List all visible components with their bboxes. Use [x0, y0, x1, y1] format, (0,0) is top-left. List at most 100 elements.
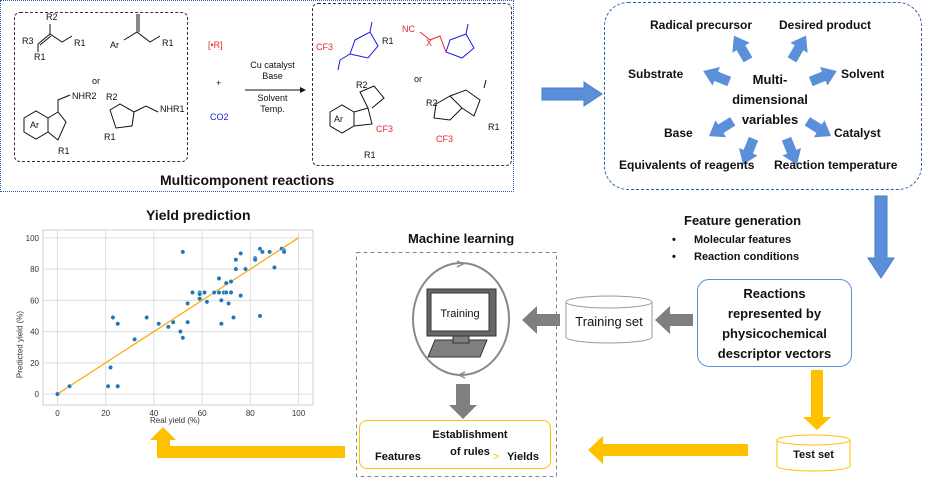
variable-arrow-icon [708, 117, 736, 138]
x-tick-label: 80 [246, 409, 255, 418]
data-point [216, 290, 222, 295]
data-point [110, 315, 116, 320]
feature-bullet-molecular: • Molecular features [672, 234, 791, 246]
test-set-cylinder [776, 434, 851, 472]
data-point [190, 290, 195, 295]
features-label: Features [375, 451, 421, 463]
co2-reagent: CO2 [210, 112, 229, 122]
rules-title-line: Establishment [432, 429, 508, 441]
gray-arrow-down-icon [449, 384, 477, 419]
variable-arrow-icon [703, 67, 732, 87]
data-point [238, 251, 244, 256]
data-point [105, 383, 111, 389]
conditions-below: Solvent Temp. [245, 93, 300, 115]
data-point [223, 290, 229, 295]
label-r1: R1 [58, 146, 70, 156]
products-box [312, 3, 512, 166]
label-ar: Ar [334, 114, 343, 124]
reactions-descriptor-box: Reactions represented by physicochemical… [697, 279, 852, 367]
label-r1: R1 [74, 38, 86, 48]
variable-arrow-icon [739, 136, 759, 165]
box-line: descriptor vectors [717, 346, 832, 361]
data-point [216, 276, 222, 281]
y-tick-label: 60 [30, 296, 39, 305]
y-tick-label: 80 [30, 265, 39, 274]
arrow-right-icon [541, 81, 603, 107]
variable-desired-product: Desired product [779, 18, 872, 32]
yellow-arrow-down-icon [803, 370, 831, 430]
variable-arrow-icon [787, 35, 808, 63]
variables-panel [604, 2, 922, 190]
plot-area [42, 229, 314, 406]
data-point [108, 365, 113, 370]
label-r1: R1 [364, 150, 376, 160]
label-r2: R2 [356, 80, 368, 90]
feature-generation-title: Feature generation [684, 213, 802, 228]
data-point [165, 324, 171, 330]
data-point [132, 336, 138, 342]
y-tick-label: 100 [26, 234, 40, 243]
data-point [231, 315, 236, 320]
fit-line [57, 237, 299, 395]
x-tick-label: 20 [101, 409, 110, 418]
data-point [55, 391, 60, 397]
label-r1: R1 [162, 38, 174, 48]
bullet-text: Molecular features [694, 234, 792, 246]
data-point [185, 301, 191, 306]
label-nc: NC [402, 24, 415, 34]
data-point [223, 280, 229, 286]
rules-box [359, 420, 551, 469]
x-axis-label: Real yield (%) [150, 416, 200, 425]
data-point [257, 246, 263, 252]
x-tick-label: 100 [292, 409, 306, 418]
center-line: dimensional [732, 92, 808, 107]
label-r1: R1 [382, 36, 394, 46]
radical-reagent: [•R] [208, 40, 223, 50]
data-point [144, 315, 150, 320]
variable-reaction-temperature: Reaction temperature [774, 158, 898, 172]
label-cf3: CF3 [436, 134, 454, 144]
label-r1: R1 [104, 132, 116, 142]
data-point [233, 257, 239, 263]
or-text: or [92, 76, 101, 86]
variables-center: Multi- dimensional variables [720, 70, 820, 130]
box-line: physicochemical [722, 326, 827, 341]
gray-arrow-left-icon [522, 306, 560, 334]
box-line: represented by [727, 306, 822, 321]
variable-radical-precursor: Radical precursor [650, 18, 753, 32]
base-condition: Base [262, 71, 283, 81]
data-point [204, 299, 210, 305]
label-ar: Ar [30, 120, 39, 130]
substrates-box [14, 12, 188, 162]
variable-arrow-icon [781, 136, 801, 165]
data-point [233, 266, 239, 272]
rules-title-line: of rules [450, 446, 490, 458]
variable-substrate: Substrate [628, 67, 684, 81]
data-point [252, 257, 258, 263]
temperature-condition: Temp. [260, 104, 285, 114]
gray-arrow-left-icon [655, 306, 693, 334]
y-tick-label: 40 [30, 328, 39, 337]
x-tick-label: 40 [149, 409, 158, 418]
data-point [170, 319, 176, 325]
data-point [115, 383, 121, 389]
data-point [267, 249, 273, 255]
variable-arrow-icon [804, 117, 832, 138]
yields-label: Yields [507, 451, 539, 463]
bullet-icon: • [672, 234, 676, 246]
label-x: X [426, 38, 433, 48]
multicomponent-reactions-panel [0, 0, 514, 192]
arrow-down-icon [867, 195, 895, 279]
y-axis-label: Predicted yield (%) [15, 310, 25, 379]
label-r3: R3 [22, 36, 34, 46]
variable-equivalents: Equivalents of reagents [619, 158, 755, 172]
data-point [180, 335, 186, 341]
monitor-icon [426, 288, 497, 358]
variable-arrows [703, 35, 837, 165]
label-r2: R2 [46, 12, 58, 22]
data-point [197, 291, 203, 297]
solvent-condition: Solvent [257, 93, 288, 103]
label-ar: Ar [110, 40, 119, 50]
